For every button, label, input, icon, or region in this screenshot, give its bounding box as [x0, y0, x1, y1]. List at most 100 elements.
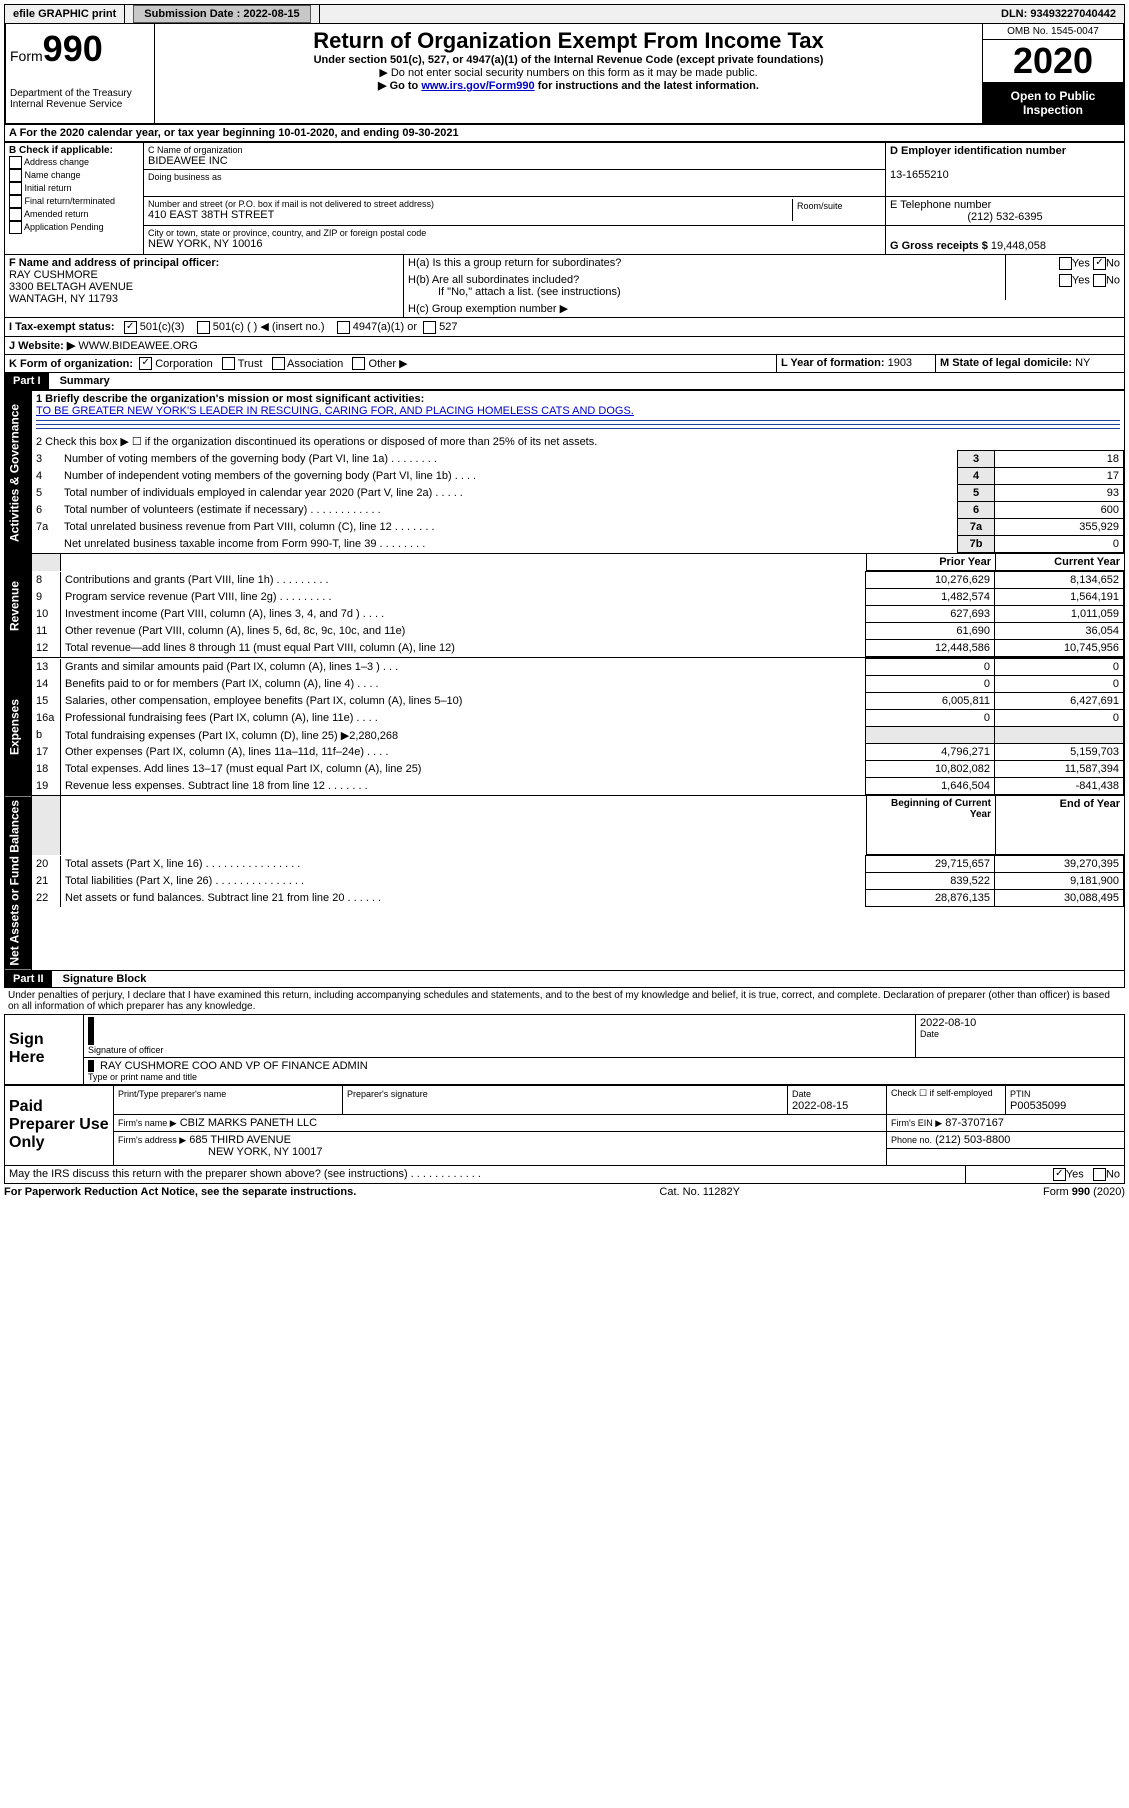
app-pending-checkbox[interactable] — [9, 221, 22, 234]
table-row: 18 Total expenses. Add lines 13–17 (must… — [32, 761, 1124, 778]
table-row: 20 Total assets (Part X, line 16) . . . … — [32, 856, 1124, 873]
table-row: 15 Salaries, other compensation, employe… — [32, 693, 1124, 710]
rev-label: Revenue — [5, 554, 32, 658]
table-row: 16a Professional fundraising fees (Part … — [32, 710, 1124, 727]
officer-h-table: F Name and address of principal officer:… — [4, 255, 1125, 318]
footer-mid: Cat. No. 11282Y — [659, 1186, 740, 1198]
prep-name: Print/Type preparer's name — [114, 1085, 343, 1114]
527-checkbox[interactable] — [423, 321, 436, 334]
box-g: G Gross receipts $ 19,448,058 — [886, 226, 1125, 255]
ha-answer: Yes ✓No — [1006, 255, 1125, 272]
sig-date-cell: 2022-08-10 Date — [916, 1014, 1125, 1057]
table-row: 13 Grants and similar amounts paid (Part… — [32, 659, 1124, 676]
form-number: Form990 — [10, 28, 150, 70]
declaration-text: Under penalties of perjury, I declare th… — [4, 988, 1125, 1014]
spacer — [61, 796, 867, 855]
firm-name: Firm's name ▶ CBIZ MARKS PANETH LLC — [114, 1114, 887, 1131]
amended-checkbox[interactable] — [9, 208, 22, 221]
begin-year-header: Beginning of Current Year — [867, 796, 996, 855]
ha-no-checkbox[interactable]: ✓ — [1093, 257, 1106, 270]
form990-link[interactable]: www.irs.gov/Form990 — [421, 80, 534, 92]
discuss-row: May the IRS discuss this return with the… — [4, 1166, 1125, 1184]
spacer — [32, 796, 61, 855]
table-row: 22 Net assets or fund balances. Subtract… — [32, 890, 1124, 907]
box-e: E Telephone number (212) 532-6395 — [886, 197, 1125, 226]
prep-date: Date2022-08-15 — [788, 1085, 887, 1114]
spacer — [887, 1148, 1125, 1165]
discuss-answer: ✓Yes No — [966, 1166, 1125, 1184]
box-ha: H(a) Is this a group return for subordin… — [404, 255, 1006, 272]
initial-return-checkbox[interactable] — [9, 182, 22, 195]
prior-year-header: Prior Year — [867, 554, 996, 571]
part1-title: Summary — [52, 375, 110, 387]
table-row: 21 Total liabilities (Part X, line 26) .… — [32, 873, 1124, 890]
table-row: 17 Other expenses (Part IX, column (A), … — [32, 744, 1124, 761]
addr-change-checkbox[interactable] — [9, 156, 22, 169]
dln-cell: DLN: 93493227040442 — [993, 5, 1124, 23]
preparer-table: Paid Preparer Use Only Print/Type prepar… — [4, 1085, 1125, 1166]
discuss-label: May the IRS discuss this return with the… — [5, 1166, 966, 1184]
table-row: b Total fundraising expenses (Part IX, c… — [32, 727, 1124, 744]
part2-title: Signature Block — [55, 973, 147, 985]
discuss-no-checkbox[interactable] — [1093, 1168, 1106, 1181]
4947-checkbox[interactable] — [337, 321, 350, 334]
other-checkbox[interactable] — [352, 357, 365, 370]
part1-table: Activities & Governance 1 Briefly descri… — [4, 390, 1125, 971]
table-row: 8 Contributions and grants (Part VIII, l… — [32, 572, 1124, 589]
final-return-checkbox[interactable] — [9, 195, 22, 208]
submission-button[interactable]: Submission Date : 2022-08-15 — [133, 5, 310, 23]
top-bar: efile GRAPHIC print Submission Date : 20… — [4, 4, 1125, 24]
irs-label: Internal Revenue Service — [10, 99, 150, 110]
form-note1: ▶ Do not enter social security numbers o… — [159, 66, 978, 79]
dept-label: Department of the Treasury — [10, 88, 150, 99]
sig-name-cell: RAY CUSHMORE COO AND VP OF FINANCE ADMIN… — [84, 1057, 1125, 1084]
submission-cell: Submission Date : 2022-08-15 — [125, 5, 319, 23]
omb-number: OMB No. 1545-0047 — [983, 24, 1123, 40]
firm-phone: Phone no. (212) 503-8800 — [887, 1131, 1125, 1148]
hb-no-checkbox[interactable] — [1093, 274, 1106, 287]
table-row: 12 Total revenue—add lines 8 through 11 … — [32, 640, 1124, 657]
part1-badge: Part I — [5, 373, 49, 389]
hb-answer: Yes No — [1006, 272, 1125, 300]
part2-badge: Part II — [5, 971, 52, 987]
table-row: 7a Total unrelated business revenue from… — [32, 519, 1124, 536]
box-f: F Name and address of principal officer:… — [5, 255, 404, 318]
501c-checkbox[interactable] — [197, 321, 210, 334]
footer-left: For Paperwork Reduction Act Notice, see … — [4, 1186, 356, 1198]
table-row: 14 Benefits paid to or for members (Part… — [32, 676, 1124, 693]
table-row: 4 Number of independent voting members o… — [32, 468, 1124, 485]
corp-checkbox[interactable]: ✓ — [139, 357, 152, 370]
form-middle: Return of Organization Exempt From Incom… — [155, 24, 983, 123]
discuss-yes-checkbox[interactable]: ✓ — [1053, 1168, 1066, 1181]
box-b: B Check if applicable: Address change Na… — [5, 143, 144, 255]
box-c-dba: Doing business as — [144, 170, 886, 197]
hb-yes-checkbox[interactable] — [1059, 274, 1072, 287]
spacer — [32, 554, 61, 571]
end-year-header: End of Year — [996, 796, 1125, 855]
table-row: 11 Other revenue (Part VIII, column (A),… — [32, 623, 1124, 640]
box-c-street: Number and street (or P.O. box if mail i… — [144, 197, 886, 226]
box-hc: H(c) Group exemption number ▶ — [404, 300, 1125, 318]
mission-text[interactable]: TO BE GREATER NEW YORK'S LEADER IN RESCU… — [36, 405, 1120, 417]
assoc-checkbox[interactable] — [272, 357, 285, 370]
ha-yes-checkbox[interactable] — [1059, 257, 1072, 270]
box-k: K Form of organization: ✓ Corporation Tr… — [5, 355, 777, 373]
firm-addr: Firm's address ▶ 685 THIRD AVENUE NEW YO… — [114, 1131, 887, 1165]
signature-table: Sign Here Signature of officer 2022-08-1… — [4, 1014, 1125, 1085]
net-label: Net Assets or Fund Balances — [5, 796, 32, 971]
gov-rows: 3 Number of voting members of the govern… — [32, 450, 1124, 553]
trust-checkbox[interactable] — [222, 357, 235, 370]
tax-year: 2020 — [983, 40, 1123, 83]
prep-check: Check ☐ if self-employed — [887, 1085, 1006, 1114]
period-row: A For the 2020 calendar year, or tax yea… — [4, 125, 1125, 142]
status-table: I Tax-exempt status: ✓ 501(c)(3) 501(c) … — [4, 318, 1125, 355]
table-row: 6 Total number of volunteers (estimate i… — [32, 502, 1124, 519]
entity-table: B Check if applicable: Address change Na… — [4, 142, 1125, 255]
box-l: L Year of formation: 1903 — [777, 355, 936, 373]
name-change-checkbox[interactable] — [9, 169, 22, 182]
ptin: PTINP00535099 — [1006, 1085, 1125, 1114]
box-hb: H(b) Are all subordinates included? If "… — [404, 272, 1006, 300]
501c3-checkbox[interactable]: ✓ — [124, 321, 137, 334]
form-left: Form990 Department of the Treasury Inter… — [6, 24, 155, 123]
sign-here-label: Sign Here — [5, 1014, 84, 1084]
